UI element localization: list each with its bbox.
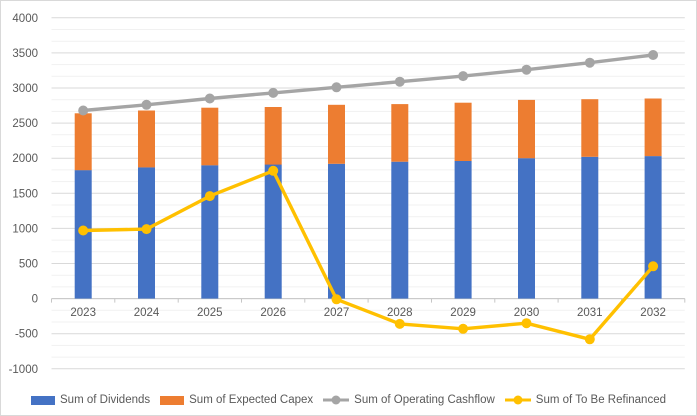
x-axis-tick-label: 2028	[387, 307, 413, 319]
y-axis-tick-label: 500	[19, 259, 38, 271]
series-marker-sum-of-to-be-refinanced[interactable]	[78, 225, 89, 236]
bar-sum-of-dividends[interactable]	[454, 161, 472, 299]
legend-marker-glyph	[331, 395, 341, 405]
y-axis-tick-label: -1000	[9, 364, 38, 376]
y-axis-tick-label: 2500	[12, 118, 38, 130]
series-marker-sum-of-to-be-refinanced[interactable]	[331, 294, 342, 305]
legend-label: Sum of Operating Cashflow	[354, 394, 495, 406]
bar-sum-of-expected-capex[interactable]	[138, 110, 155, 168]
bar-sum-of-expected-capex[interactable]	[581, 99, 599, 157]
series-marker-sum-of-operating-cashflow[interactable]	[521, 64, 532, 75]
series-marker-sum-of-operating-cashflow[interactable]	[394, 76, 405, 87]
series-marker-sum-of-to-be-refinanced[interactable]	[204, 191, 215, 202]
x-axis-tick-label: 2030	[514, 307, 540, 319]
legend-label: Sum of Dividends	[60, 394, 151, 406]
y-axis-tick-label: 1000	[12, 223, 38, 235]
legend-item-sum-of-expected-capex[interactable]: Sum of Expected Capex	[160, 394, 313, 406]
bar-sum-of-expected-capex[interactable]	[391, 104, 409, 162]
legend-swatch-sum-of-dividends	[31, 395, 56, 405]
legend-swatch-sum-of-to-be-refinanced	[504, 395, 531, 405]
y-axis-tick-label: -500	[15, 329, 38, 341]
x-axis-tick-label: 2025	[197, 307, 223, 319]
series-marker-sum-of-operating-cashflow[interactable]	[141, 99, 152, 110]
bar-sum-of-dividends[interactable]	[201, 165, 219, 299]
series-marker-sum-of-operating-cashflow[interactable]	[584, 57, 595, 68]
legend-item-sum-of-dividends[interactable]: Sum of Dividends	[31, 394, 150, 406]
series-marker-sum-of-operating-cashflow[interactable]	[78, 105, 89, 116]
bar-sum-of-dividends[interactable]	[328, 163, 345, 299]
y-axis-tick-label: 2000	[12, 153, 38, 165]
bar-sum-of-dividends[interactable]	[391, 161, 409, 299]
series-line-sum-of-to-be-refinanced[interactable]	[81, 169, 655, 341]
y-axis-tick-label: 3000	[12, 83, 38, 95]
series-marker-sum-of-operating-cashflow[interactable]	[204, 93, 215, 104]
series-marker-sum-of-to-be-refinanced[interactable]	[458, 323, 469, 334]
bar-sum-of-expected-capex[interactable]	[264, 107, 282, 165]
bar-sum-of-dividends[interactable]	[644, 156, 662, 299]
x-axis-tick-label: 2024	[134, 307, 160, 319]
bar-sum-of-expected-capex[interactable]	[201, 107, 219, 166]
series-marker-sum-of-operating-cashflow[interactable]	[268, 87, 279, 98]
series-line-sum-of-operating-cashflow[interactable]	[81, 53, 655, 113]
bar-sum-of-expected-capex[interactable]	[328, 104, 345, 164]
legend-label: Sum of To Be Refinanced	[535, 394, 666, 406]
x-axis-tick-label: 2026	[260, 307, 286, 319]
y-axis-tick-label: 0	[32, 294, 38, 306]
series-marker-sum-of-to-be-refinanced[interactable]	[521, 318, 532, 329]
series-marker-sum-of-to-be-refinanced[interactable]	[394, 318, 405, 329]
x-axis-tick-label: 2023	[70, 307, 96, 319]
bar-sum-of-expected-capex[interactable]	[644, 98, 662, 157]
x-axis-tick-label: 2027	[324, 307, 350, 319]
legend-item-sum-of-operating-cashflow[interactable]: Sum of Operating Cashflow	[323, 394, 495, 406]
legend-swatch-sum-of-expected-capex	[160, 395, 185, 405]
x-axis-tick-label: 2031	[577, 307, 603, 319]
bar-sum-of-dividends[interactable]	[264, 164, 282, 299]
series-marker-sum-of-operating-cashflow[interactable]	[458, 71, 469, 82]
x-axis-tick-label: 2032	[640, 307, 666, 319]
series-marker-sum-of-operating-cashflow[interactable]	[648, 50, 659, 60]
legend-marker-glyph	[513, 395, 523, 405]
legend-label: Sum of Expected Capex	[189, 394, 314, 406]
series-marker-sum-of-to-be-refinanced[interactable]	[648, 261, 659, 272]
series-marker-sum-of-operating-cashflow[interactable]	[331, 82, 342, 93]
bar-sum-of-expected-capex[interactable]	[74, 113, 92, 171]
series-marker-sum-of-to-be-refinanced[interactable]	[141, 224, 152, 235]
legend: Sum of Dividends Sum of Expected Capex Sum…	[1, 394, 696, 406]
bar-sum-of-dividends[interactable]	[581, 156, 599, 299]
y-axis-tick-label: 4000	[12, 13, 38, 25]
bar-sum-of-dividends[interactable]	[518, 158, 535, 299]
legend-item-sum-of-to-be-refinanced[interactable]: Sum of To Be Refinanced	[504, 394, 666, 406]
y-axis-tick-label: 1500	[12, 188, 38, 200]
series-marker-sum-of-to-be-refinanced[interactable]	[584, 334, 595, 345]
y-axis-tick-label: 3500	[12, 48, 38, 60]
bar-sum-of-expected-capex[interactable]	[454, 102, 472, 161]
series-marker-sum-of-to-be-refinanced[interactable]	[268, 165, 279, 176]
bar-sum-of-expected-capex[interactable]	[518, 99, 535, 159]
x-axis-tick-label: 2029	[450, 307, 476, 319]
legend-swatch-sum-of-operating-cashflow	[323, 395, 350, 405]
